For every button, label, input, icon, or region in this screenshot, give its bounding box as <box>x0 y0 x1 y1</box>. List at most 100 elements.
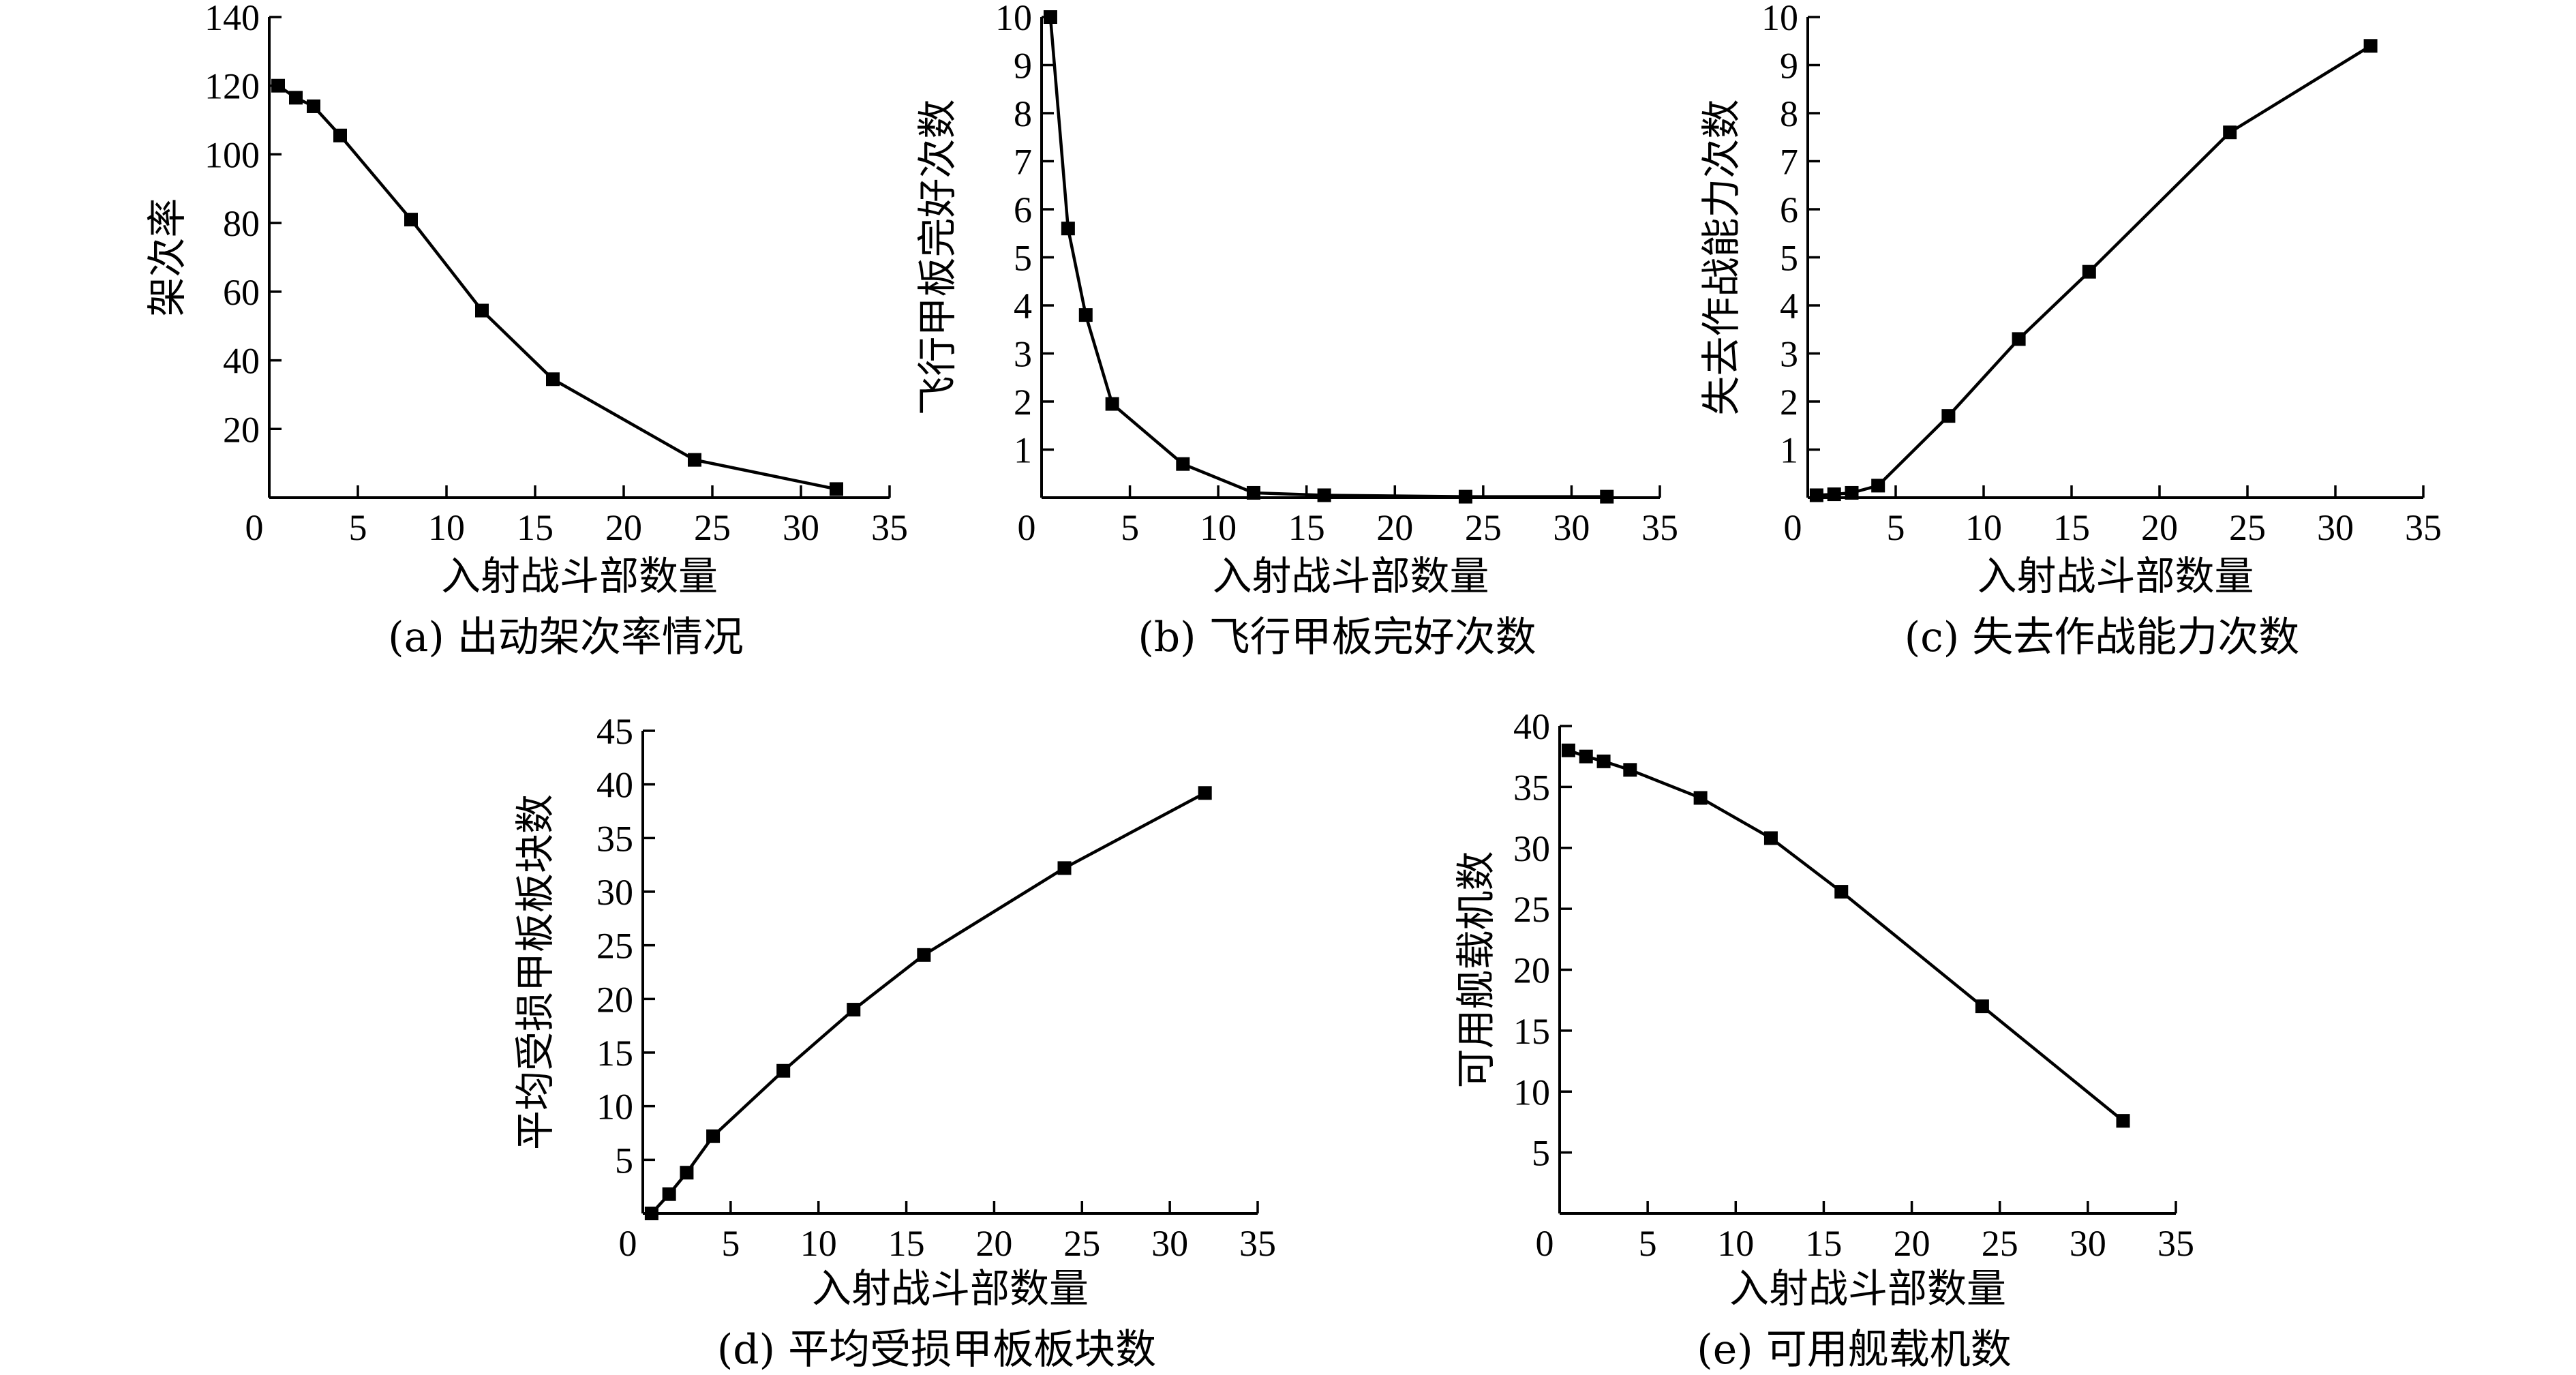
x-tick-label: 15 <box>2053 507 2090 548</box>
x-tick-label: 20 <box>2141 507 2178 548</box>
y-tick-label: 40 <box>596 765 633 806</box>
y-tick-label: 8 <box>1014 93 1032 134</box>
y-tick-label: 40 <box>1513 706 1550 747</box>
y-tick-label: 35 <box>1513 767 1550 808</box>
chart-panel-c: 0 5 10 15 20 25 30 35 1 2 3 4 5 6 7 8 9 10 入射战斗部数量 失去作战能力次数… <box>1698 0 2442 661</box>
y-axis-title: 可用舰载机数 <box>1453 851 1499 1088</box>
x-tick-label: 20 <box>1894 1223 1930 1264</box>
data-point <box>404 213 418 227</box>
y-tick-label: 1 <box>1780 430 1798 471</box>
x-tick-label: 15 <box>1805 1223 1842 1264</box>
data-point <box>1176 457 1190 471</box>
y-tick-label: 15 <box>596 1033 633 1074</box>
y-tick-label: 15 <box>1513 1011 1550 1052</box>
y-tick-label: 60 <box>223 272 260 313</box>
chart-panel-e: 0 5 10 15 20 25 30 35 5 10 15 20 25 30 35 40 入射战斗部数量 可用舰载… <box>1453 706 2194 1374</box>
x-tick-label: 25 <box>694 507 731 548</box>
chart-panel-b: 0 5 10 15 20 25 30 35 1 2 3 4 5 6 7 8 9 10 入射战斗部数量 飞行甲板完好次数… <box>914 0 1678 661</box>
x-tick-label: 15 <box>517 507 554 548</box>
x-tick-label: 5 <box>1887 507 1905 548</box>
x-tick-label: 25 <box>1465 507 1502 548</box>
data-point <box>1827 487 1841 502</box>
x-tick-label: 30 <box>1553 507 1590 548</box>
y-tick-label: 3 <box>1780 334 1798 375</box>
data-point <box>1246 485 1260 500</box>
y-tick-label: 5 <box>1014 238 1032 279</box>
data-point <box>2082 265 2096 279</box>
x-tick-label: 10 <box>1717 1223 1754 1264</box>
data-point <box>1975 999 1989 1014</box>
x-tick-label: 35 <box>1641 507 1678 548</box>
series-line <box>1048 16 1607 498</box>
data-point <box>289 91 303 105</box>
data-point <box>1845 485 1859 500</box>
data-point <box>1458 489 1472 504</box>
data-point <box>830 482 843 496</box>
x-tick-label: 20 <box>1376 507 1413 548</box>
x-tick-label: 30 <box>2070 1223 2106 1264</box>
y-tick-label: 10 <box>596 1087 633 1128</box>
data-point <box>662 1187 676 1201</box>
y-tick-label: 8 <box>1780 93 1798 134</box>
x-axis-title: 入射战斗部数量 <box>441 553 718 599</box>
y-tick-label: 80 <box>223 203 260 244</box>
x-tick-label: 10 <box>1965 507 2002 548</box>
y-tick-label: 10 <box>995 0 1032 38</box>
x-tick-label: 35 <box>871 507 908 548</box>
data-point <box>706 1129 721 1143</box>
series-line <box>277 84 837 491</box>
x-tick-label: 5 <box>1639 1223 1657 1264</box>
data-point <box>333 128 347 142</box>
y-tick-label: 9 <box>1780 46 1798 87</box>
y-tick-label: 20 <box>596 979 633 1020</box>
x-tick-label: 15 <box>888 1223 925 1264</box>
data-point <box>1078 308 1093 322</box>
x-tick-label: 35 <box>2405 507 2442 548</box>
y-tick-label: 100 <box>204 134 260 175</box>
series-line <box>1568 749 2124 1122</box>
data-point <box>1057 861 1072 875</box>
x-tick-label: 10 <box>1200 507 1237 548</box>
y-tick-label: 5 <box>615 1140 633 1181</box>
x-tick-label: 5 <box>349 507 367 548</box>
y-tick-label: 140 <box>204 0 260 38</box>
x-tick-label: 15 <box>1288 507 1325 548</box>
data-point <box>475 303 489 318</box>
data-point <box>2012 332 2026 346</box>
x-tick-label: 0 <box>1784 507 1802 548</box>
y-tick-label: 7 <box>1780 142 1798 183</box>
y-tick-label: 40 <box>223 341 260 382</box>
y-tick-label: 25 <box>596 926 633 967</box>
chart-panel-a: 0 5 10 15 20 25 30 35 20 40 60 80 100 120 140 入射战斗部数量 架次… <box>144 0 908 661</box>
y-tick-label: 6 <box>1014 190 1032 230</box>
y-tick-label: 20 <box>223 409 260 450</box>
y-tick-label: 10 <box>1761 0 1798 38</box>
data-point <box>2363 39 2378 53</box>
x-tick-label: 30 <box>1151 1223 1188 1264</box>
data-point <box>1623 763 1637 777</box>
x-tick-label: 25 <box>1982 1223 2018 1264</box>
panel-caption: (a) 出动架次率情况 <box>388 614 744 661</box>
y-tick-label: 3 <box>1014 334 1032 375</box>
data-point <box>917 948 931 962</box>
x-tick-label: 0 <box>619 1223 637 1264</box>
x-tick-label: 25 <box>1063 1223 1100 1264</box>
x-tick-label: 35 <box>2157 1223 2194 1264</box>
data-point <box>1043 10 1057 24</box>
y-tick-label: 1 <box>1014 430 1032 471</box>
data-point <box>1871 479 1885 493</box>
data-point <box>644 1207 658 1220</box>
data-point <box>1198 786 1212 800</box>
y-tick-label: 120 <box>204 66 260 107</box>
y-axis-title: 飞行甲板完好次数 <box>914 99 960 415</box>
x-tick-label: 30 <box>783 507 819 548</box>
data-point <box>1763 831 1778 845</box>
data-point <box>847 1003 861 1017</box>
panel-caption: (e) 可用舰载机数 <box>1697 1326 2011 1374</box>
y-tick-label: 5 <box>1780 238 1798 279</box>
x-axis-title: 入射战斗部数量 <box>1212 553 1489 599</box>
data-point <box>1061 222 1075 236</box>
x-tick-label: 0 <box>1536 1223 1554 1264</box>
data-point <box>307 99 320 113</box>
x-tick-label: 30 <box>2317 507 2354 548</box>
